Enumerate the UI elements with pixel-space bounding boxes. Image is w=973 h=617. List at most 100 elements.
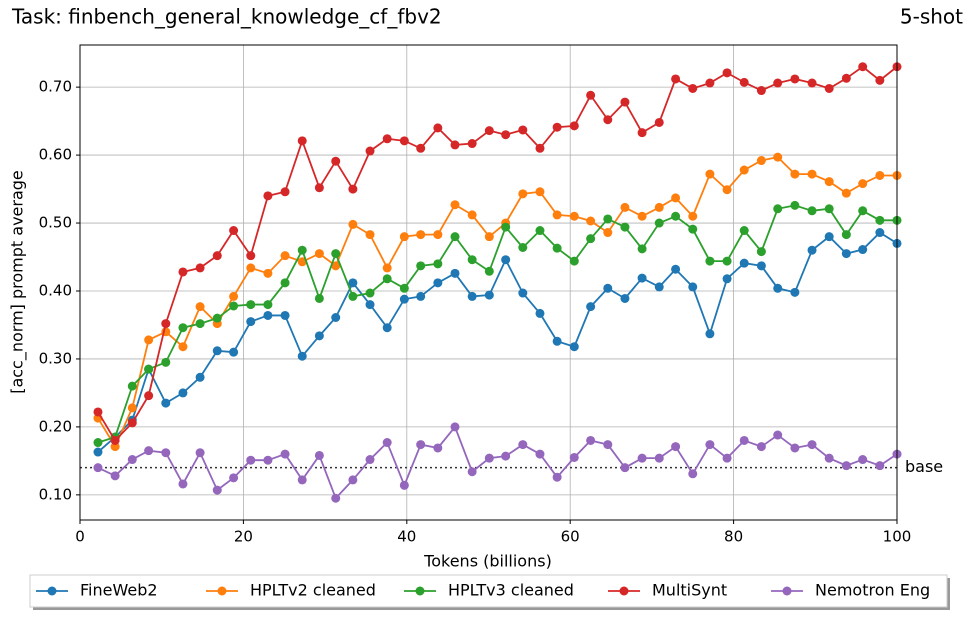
y-tick-label: 0.70	[39, 78, 72, 96]
series-point	[195, 372, 205, 382]
series-point	[603, 115, 613, 125]
series-point	[535, 143, 545, 153]
series-point	[756, 156, 766, 166]
series-point	[365, 230, 375, 240]
chart-title: Task: finbench_general_knowledge_cf_fbv2	[11, 5, 442, 29]
series-point	[705, 329, 715, 339]
series-point	[127, 455, 137, 465]
series-point	[501, 222, 511, 232]
series-point	[875, 170, 885, 180]
series-point	[178, 267, 188, 277]
series-point	[552, 243, 562, 253]
series-point	[127, 403, 137, 413]
y-tick-label: 0.10	[39, 485, 72, 503]
series-point	[246, 263, 256, 273]
legend-label: MultiSynt	[652, 581, 727, 600]
series-point	[212, 485, 222, 495]
series-point	[314, 450, 324, 460]
series-point	[790, 443, 800, 453]
series-point	[739, 77, 749, 87]
series-point	[365, 455, 375, 465]
series-point	[450, 268, 460, 278]
series-point	[688, 211, 698, 221]
series-point	[603, 440, 613, 450]
series-point	[756, 442, 766, 452]
series-point	[739, 165, 749, 175]
legend-marker	[619, 586, 629, 596]
series-point	[518, 243, 528, 253]
series-point	[875, 228, 885, 238]
series-point	[348, 278, 358, 288]
series-point	[552, 472, 562, 482]
y-tick-label: 0.60	[39, 146, 72, 164]
series-point	[535, 187, 545, 197]
series-point	[484, 126, 494, 136]
series-point	[484, 453, 494, 463]
series-point	[110, 471, 120, 481]
series-point	[671, 211, 681, 221]
series-point	[654, 202, 664, 212]
series-point	[858, 455, 868, 465]
series-point	[195, 263, 205, 273]
series-point	[841, 461, 851, 471]
series-point	[841, 230, 851, 240]
series-point	[807, 169, 817, 179]
series-point	[654, 117, 664, 127]
series-point	[263, 300, 273, 310]
series-point	[535, 449, 545, 459]
series-point	[875, 75, 885, 85]
series-point	[433, 230, 443, 240]
series-point	[127, 418, 137, 428]
series-line	[97, 156, 897, 449]
legend-marker	[47, 586, 57, 596]
series-point	[841, 188, 851, 198]
series-point	[858, 206, 868, 216]
series-point	[127, 381, 137, 391]
x-tick-label: 20	[234, 528, 253, 546]
series-point	[569, 452, 579, 462]
series-point	[195, 302, 205, 312]
series-point	[790, 200, 800, 210]
x-tick-label: 80	[724, 528, 743, 546]
series-point	[280, 251, 290, 261]
series-point	[620, 97, 630, 107]
series-point	[875, 215, 885, 225]
x-tick-label: 60	[561, 528, 580, 546]
series-point	[790, 287, 800, 297]
series-point	[433, 443, 443, 453]
series-point	[518, 440, 528, 450]
x-tick-label: 100	[883, 528, 912, 546]
series-point	[620, 222, 630, 232]
series-point	[875, 461, 885, 471]
series-point	[365, 146, 375, 156]
series-point	[144, 446, 154, 456]
series-point	[858, 62, 868, 72]
series-point	[671, 74, 681, 84]
legend-marker	[782, 586, 792, 596]
series-line	[97, 231, 898, 453]
series-point	[161, 319, 171, 329]
series-point	[586, 234, 596, 244]
series-point	[263, 268, 273, 278]
series-point	[365, 288, 375, 298]
series-point	[331, 261, 341, 271]
series-point	[756, 247, 766, 257]
series-point	[314, 293, 324, 303]
series-point	[280, 449, 290, 459]
series-point	[756, 86, 766, 96]
series-point	[824, 204, 834, 214]
y-tick-label: 0.40	[39, 281, 72, 299]
series-point	[229, 473, 239, 483]
series-point	[671, 264, 681, 274]
series-point	[807, 440, 817, 450]
series-point	[518, 189, 528, 199]
series-point	[93, 438, 103, 448]
y-tick-label: 0.20	[39, 417, 72, 435]
series-point	[297, 136, 307, 146]
series-point	[144, 364, 154, 374]
series-point	[620, 293, 630, 303]
series-point	[484, 266, 494, 276]
series-point	[297, 245, 307, 255]
series-point	[722, 185, 732, 195]
series-point	[773, 283, 783, 293]
